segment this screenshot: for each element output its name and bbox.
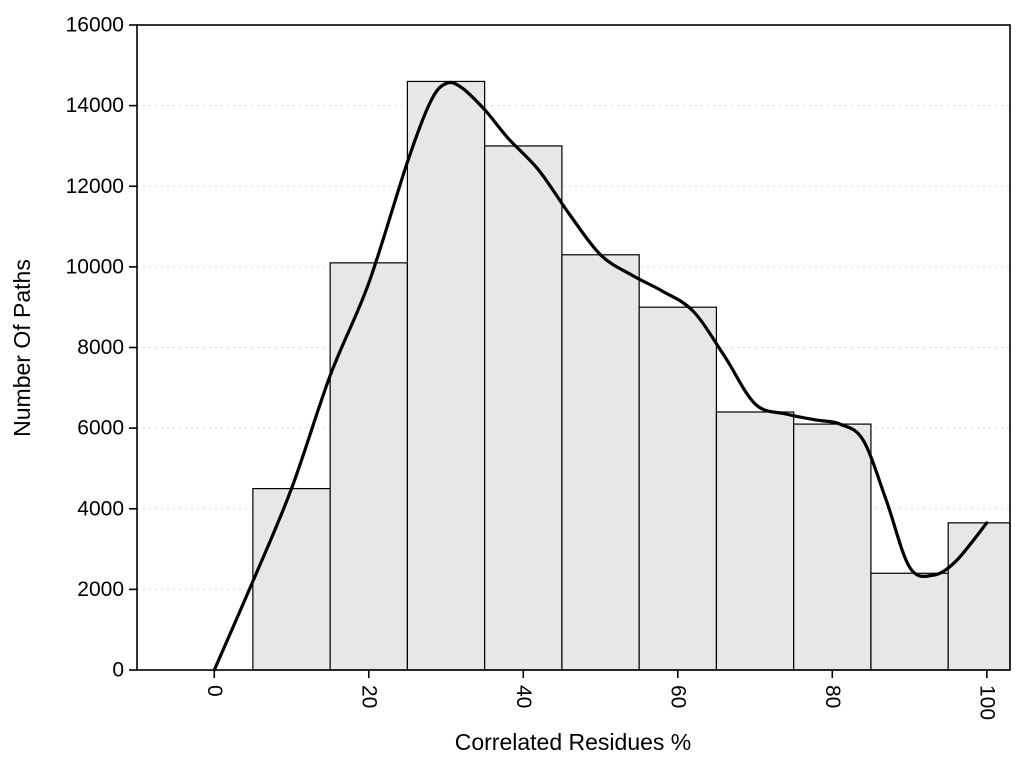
axes xyxy=(129,24,1011,678)
y-axis-label: Number Of Paths xyxy=(9,259,35,437)
y-tick-label: 14000 xyxy=(66,94,124,117)
histogram-bars xyxy=(252,80,1011,671)
y-tick-label: 8000 xyxy=(77,336,124,359)
x-tick-label: 0 xyxy=(203,685,226,697)
y-tick-label: 2000 xyxy=(77,578,124,601)
y-tick-label: 6000 xyxy=(77,417,124,440)
y-tick-label: 4000 xyxy=(77,497,124,520)
histogram-bar xyxy=(715,411,795,671)
histogram-bar xyxy=(793,423,872,671)
histogram-bar xyxy=(252,487,331,671)
tick-labels: 0 2000 4000 6000 8000 10000 12000 14000 16000 0 20… xyxy=(66,14,999,721)
histogram-bar xyxy=(329,262,408,671)
x-axis-label: Correlated Residues % xyxy=(455,729,692,755)
histogram-bar xyxy=(484,145,563,671)
y-tick-label: 16000 xyxy=(66,14,124,37)
x-tick-label: 80 xyxy=(821,685,844,708)
x-tick-label: 60 xyxy=(666,685,689,708)
histogram-bar xyxy=(561,254,640,671)
density-curve xyxy=(212,80,989,672)
histogram-bar xyxy=(638,306,718,671)
histogram-bar xyxy=(947,522,1011,671)
y-tick-label: 12000 xyxy=(66,175,124,198)
x-tick-label: 40 xyxy=(512,685,535,708)
histogram-bar xyxy=(870,572,949,671)
x-tick-label: 100 xyxy=(975,685,998,720)
histogram-bar xyxy=(406,80,486,671)
x-tick-label: 20 xyxy=(357,685,380,708)
y-tick-label: 10000 xyxy=(66,255,124,278)
curve-path xyxy=(212,80,989,672)
y-tick-label: 0 xyxy=(112,659,124,682)
